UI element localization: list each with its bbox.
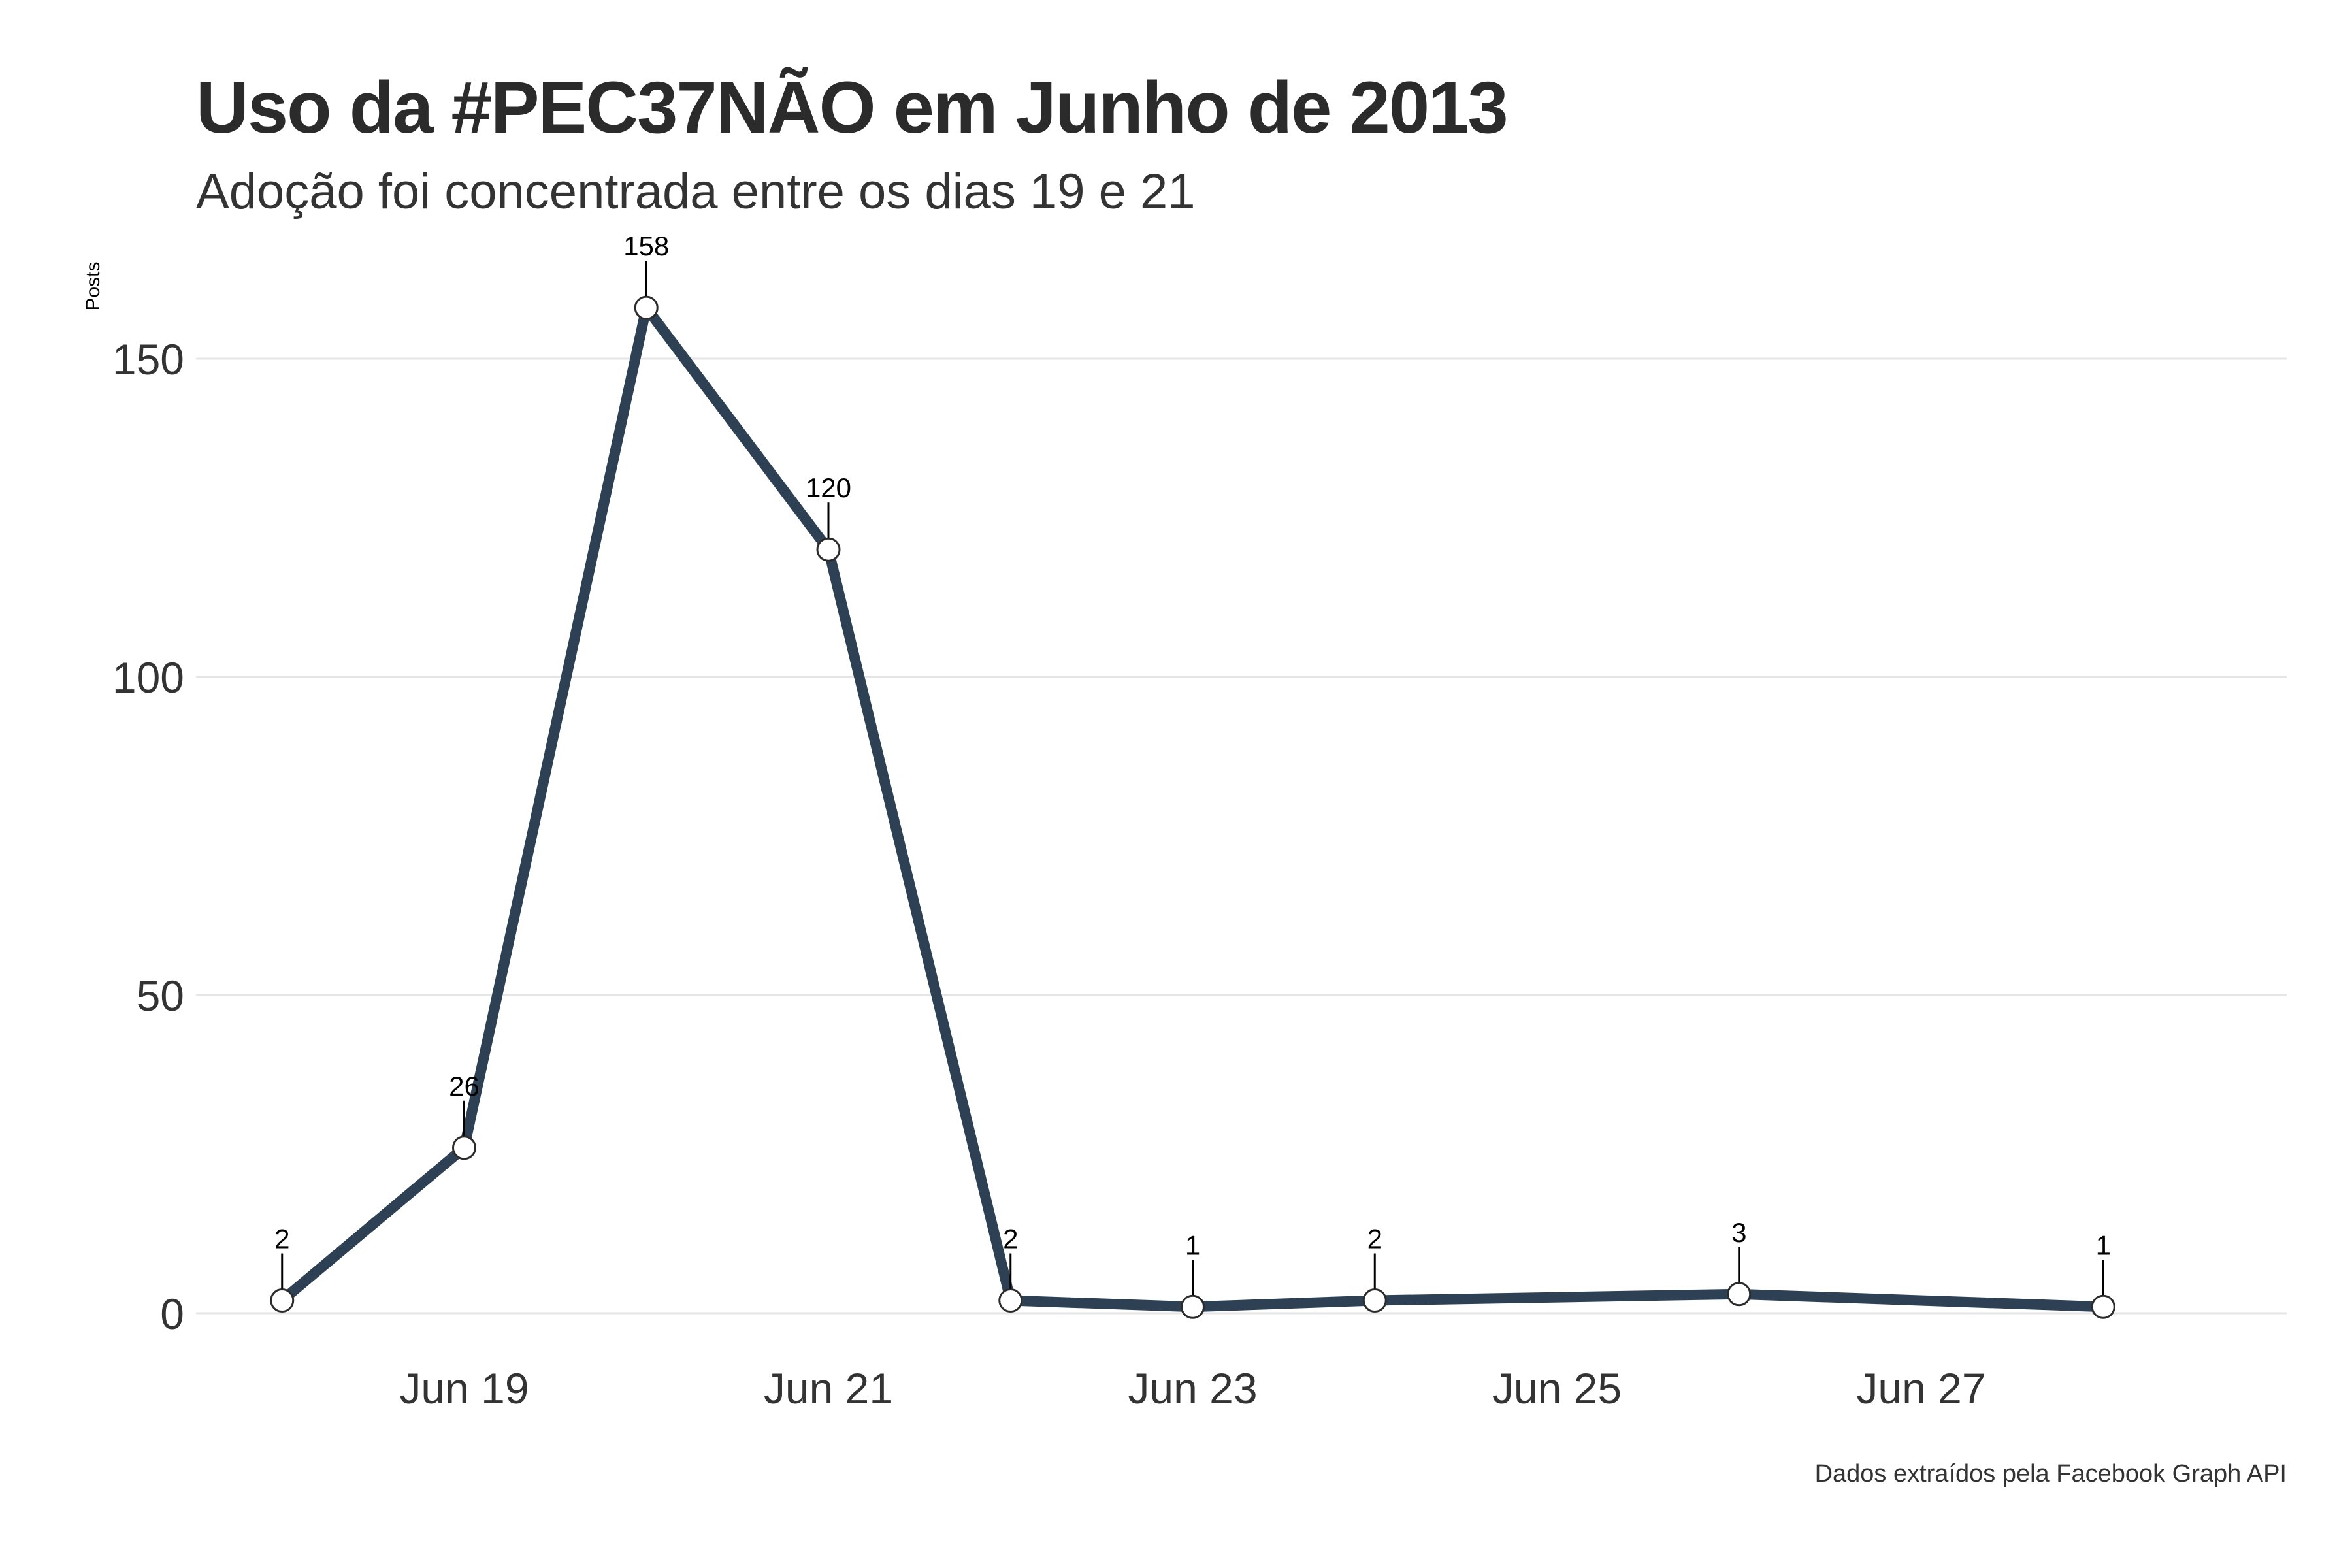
x-tick-label: Jun 25 (1492, 1364, 1622, 1413)
data-label: 26 (449, 1071, 480, 1102)
x-axis: Jun 19 Jun 21 Jun 23 Jun 25 Jun 27 (399, 1364, 1985, 1413)
x-tick-label: Jun 21 (764, 1364, 893, 1413)
x-tick-label: Jun 23 (1128, 1364, 1257, 1413)
data-point (452, 1135, 476, 1160)
data-label: 1 (1185, 1230, 1200, 1260)
data-point (1727, 1282, 1752, 1307)
data-point (2091, 1294, 2115, 1319)
data-label: 3 (1731, 1217, 1746, 1248)
data-point (634, 295, 659, 320)
data-label: 120 (806, 472, 851, 503)
y-tick-label: 50 (137, 972, 184, 1020)
data-label: 2 (274, 1224, 289, 1254)
data-label: 2 (1367, 1224, 1382, 1254)
x-tick-label: Jun 27 (1856, 1364, 1985, 1413)
y-tick-label: 100 (112, 653, 184, 702)
chart-subtitle: Adoção foi concentrada entre os dias 19 … (196, 164, 1196, 220)
data-label: 1 (2096, 1230, 2111, 1260)
series-posts (270, 295, 2115, 1319)
gridlines (196, 357, 2287, 1315)
data-labels: 2 26 158 120 2 1 2 3 1 (274, 231, 2111, 1296)
data-label: 158 (623, 231, 669, 261)
data-point (816, 537, 841, 562)
data-label: 2 (1003, 1224, 1018, 1254)
y-axis: 0 50 100 150 (112, 335, 184, 1338)
y-tick-label: 0 (160, 1290, 184, 1338)
data-point (998, 1288, 1023, 1313)
x-tick-label: Jun 19 (399, 1364, 529, 1413)
chart-title: Uso da #PEC37NÃO em Junho de 2013 (196, 67, 1509, 148)
data-point (1362, 1288, 1387, 1313)
data-point (270, 1288, 295, 1313)
chart-caption: Dados extraídos pela Facebook Graph API (1814, 1460, 2287, 1488)
y-tick-label: 150 (112, 335, 184, 384)
data-point (1181, 1294, 1205, 1319)
series-line (276, 302, 2109, 1313)
y-axis-label: Posts (82, 261, 104, 310)
